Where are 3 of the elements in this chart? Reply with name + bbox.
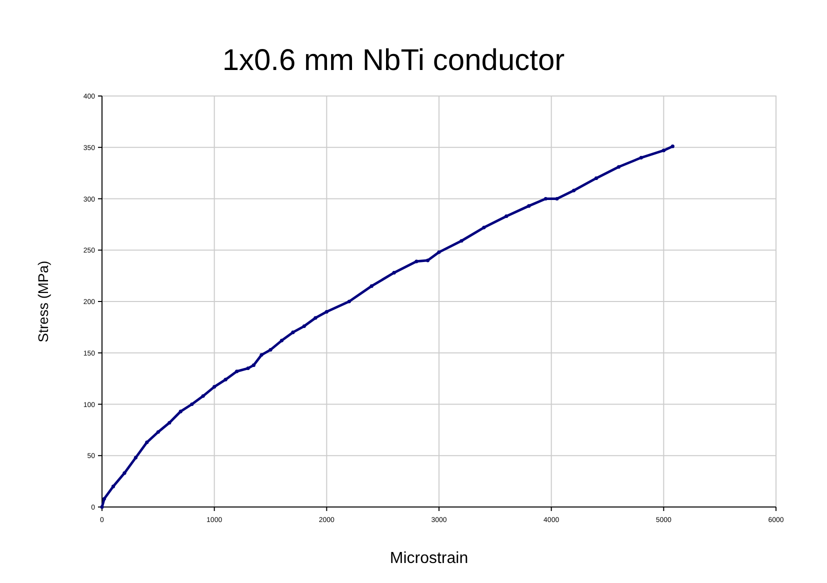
x-axis-title: Microstrain bbox=[390, 550, 468, 567]
chart-title: 1x0.6 mm NbTi conductor bbox=[222, 44, 565, 77]
y-axis-title: Stress (MPa) bbox=[35, 260, 51, 342]
